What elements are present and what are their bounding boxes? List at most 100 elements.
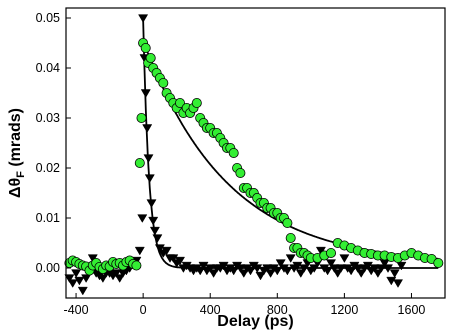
triangle-data-point xyxy=(322,266,333,276)
circle-data-point xyxy=(325,247,336,258)
triangle-data-point xyxy=(205,264,216,273)
y-tick-label: 0.00 xyxy=(36,261,60,275)
y-tick-label: 0.04 xyxy=(36,61,60,75)
triangle-data-point xyxy=(362,261,373,271)
triangle-data-point xyxy=(252,264,263,273)
circle-data-point xyxy=(136,113,147,124)
triangle-data-point xyxy=(389,269,400,278)
triangle-data-point xyxy=(97,274,108,283)
triangle-data-point xyxy=(64,274,75,283)
x-tick-label: 1600 xyxy=(398,303,426,317)
circle-data-point xyxy=(131,260,142,271)
triangle-data-point xyxy=(346,266,357,276)
triangle-data-point xyxy=(168,254,179,263)
triangle-data-point xyxy=(255,271,266,281)
triangle-data-point xyxy=(272,266,283,276)
triangle-data-point xyxy=(325,259,337,268)
triangle-data-point xyxy=(238,269,249,278)
triangle-data-point xyxy=(134,246,145,256)
triangle-data-point xyxy=(138,14,149,23)
triangle-data-point xyxy=(144,174,155,183)
triangle-data-point xyxy=(161,246,172,256)
circle-data-point xyxy=(158,78,169,89)
triangle-data-point xyxy=(174,256,186,266)
circle-data-point xyxy=(433,257,444,268)
triangle-data-point xyxy=(143,154,154,163)
triangle-data-point xyxy=(382,264,394,273)
x-tick-label: 1200 xyxy=(330,303,358,317)
triangle-data-point xyxy=(335,264,347,273)
circle-data-point xyxy=(228,147,239,158)
triangle-data-point xyxy=(142,124,153,133)
triangle-data-point xyxy=(111,269,122,278)
triangle-data-point xyxy=(265,269,276,278)
y-axis-title-unit: (mrads) xyxy=(7,108,24,171)
triangle-data-point xyxy=(262,264,273,273)
triangle-data-point xyxy=(235,264,246,273)
triangle-data-point xyxy=(299,264,310,273)
triangle-data-point xyxy=(292,261,303,271)
circle-data-point xyxy=(191,98,202,109)
triangle-data-point xyxy=(275,259,286,268)
triangle-data-point xyxy=(376,264,387,273)
triangle-data-point xyxy=(81,274,92,283)
triangle-data-point xyxy=(396,261,407,271)
triangle-data-point xyxy=(198,261,209,271)
triangle-data-point xyxy=(137,214,148,223)
triangle-data-point xyxy=(71,269,82,278)
triangle-data-point xyxy=(195,266,206,276)
triangle-data-point xyxy=(369,264,380,273)
triangle-data-point xyxy=(295,269,306,278)
triangle-data-point xyxy=(356,269,367,278)
y-tick-label: 0.01 xyxy=(36,211,60,225)
circle-data-point xyxy=(282,217,293,228)
triangle-data-point xyxy=(152,234,163,243)
triangle-data-point xyxy=(77,286,88,296)
circle-data-point xyxy=(134,157,145,168)
triangle-data-point xyxy=(282,266,293,276)
triangle-data-point xyxy=(218,261,229,271)
triangle-data-point xyxy=(332,269,343,278)
triangle-data-point xyxy=(148,216,159,226)
y-axis-title: ΔθF (mrads) xyxy=(7,108,27,198)
triangle-data-point xyxy=(352,264,363,273)
triangle-data-point xyxy=(74,276,85,286)
y-axis-title-main: Δθ xyxy=(7,178,24,198)
circle-data-point xyxy=(145,53,156,64)
triangle-data-point xyxy=(339,254,350,263)
triangle-data-point xyxy=(309,264,320,273)
triangle-data-point xyxy=(149,226,160,236)
y-tick-label: 0.02 xyxy=(36,161,60,175)
x-axis-title: Delay (ps) xyxy=(217,313,293,330)
circle-data-point xyxy=(140,43,151,54)
x-tick-label: 800 xyxy=(267,303,288,317)
tick-layer: -400 0 400 800 1200 1600 0.00 0.01 0.02 0.03 0.04 0… xyxy=(36,11,426,317)
triangle-data-point xyxy=(285,254,296,263)
x-tick-label: 0 xyxy=(140,303,147,317)
circle-data-point xyxy=(174,98,185,109)
y-tick-label: 0.03 xyxy=(36,111,60,125)
x-tick-label: 400 xyxy=(200,303,221,317)
triangle-data-point xyxy=(329,264,340,273)
triangle-data-point xyxy=(372,269,383,278)
triangle-data-point xyxy=(245,266,256,276)
triangle-data-point xyxy=(228,266,239,276)
triangle-data-point xyxy=(208,269,219,278)
triangle-data-point xyxy=(67,279,78,288)
circle-data-point xyxy=(235,167,246,178)
fit-curve-2 xyxy=(142,17,439,269)
y-tick-label: 0.05 xyxy=(36,11,60,25)
triangle-data-point xyxy=(140,89,151,98)
triangle-data-point xyxy=(392,279,404,288)
triangle-data-point xyxy=(154,244,165,253)
triangle-data-point xyxy=(146,199,157,208)
y-axis-title-subscript: F xyxy=(15,171,27,178)
triangle-data-point xyxy=(114,274,125,283)
x-tick-label: -400 xyxy=(64,303,89,317)
data-layer xyxy=(64,14,444,296)
plot-frame xyxy=(65,7,446,299)
circle-data-point xyxy=(285,232,296,243)
triangle-data-point xyxy=(386,276,397,286)
